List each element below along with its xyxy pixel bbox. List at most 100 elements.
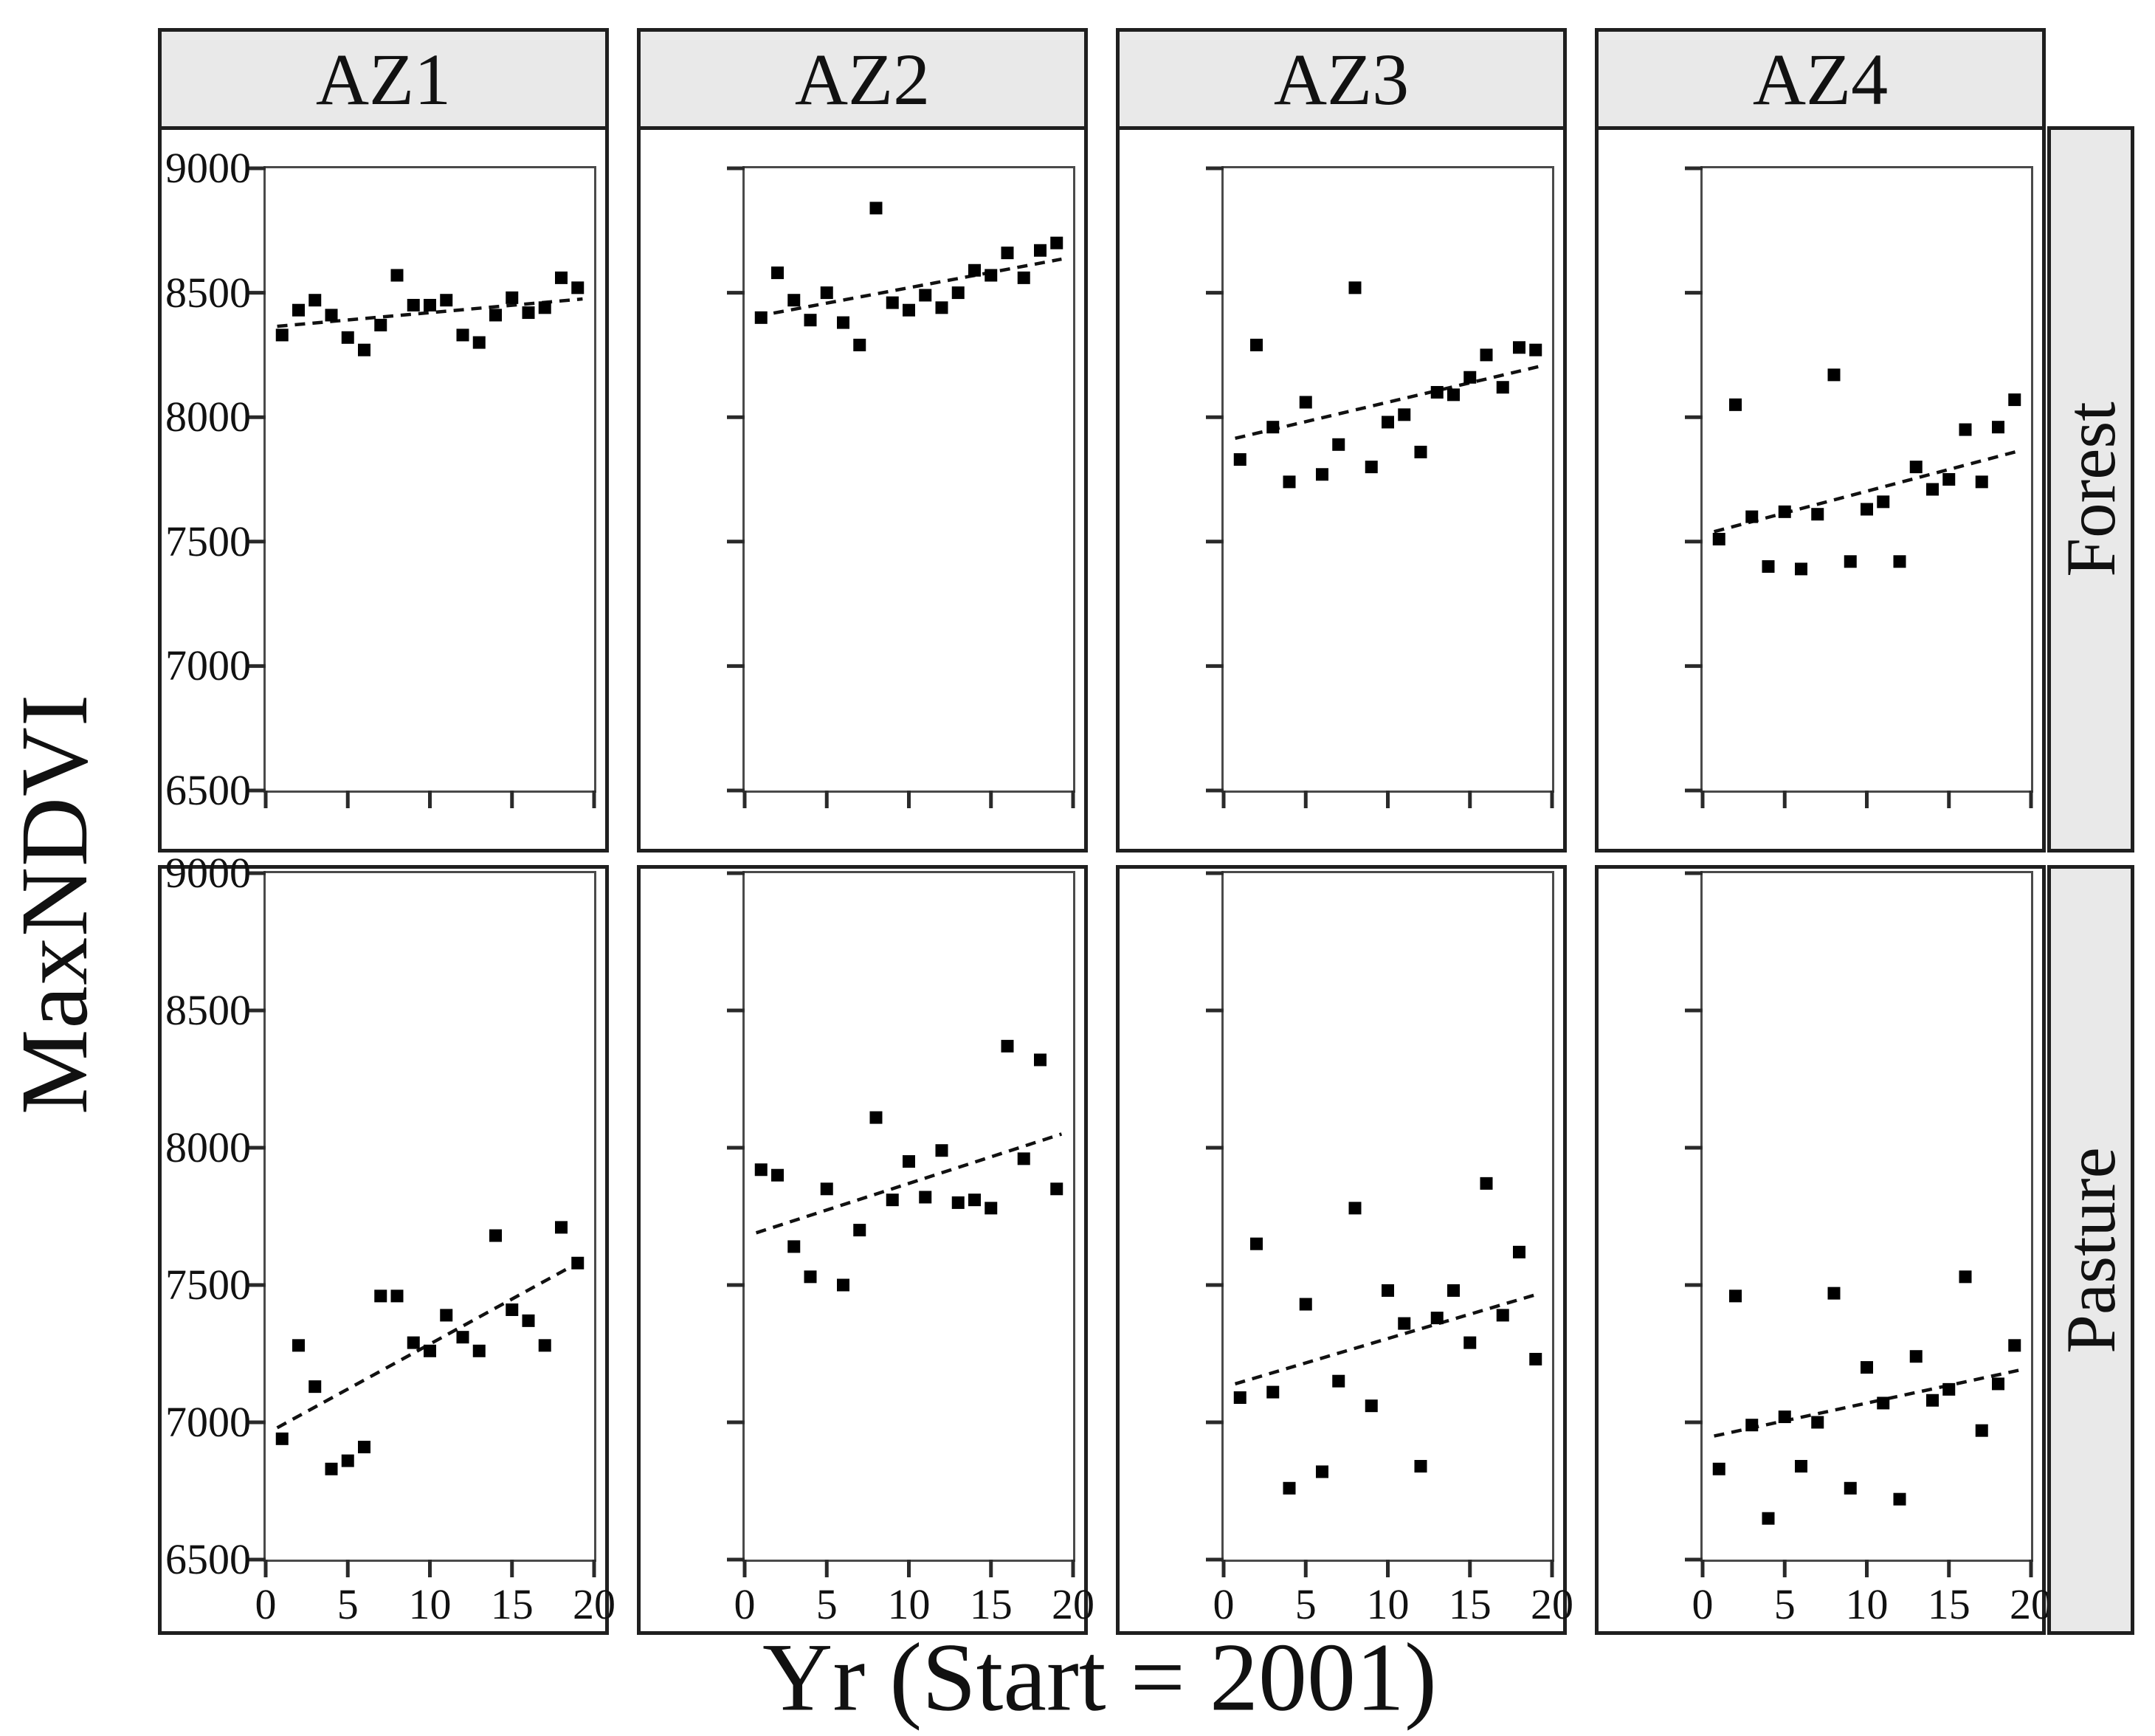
- data-point: [1992, 421, 2004, 434]
- y-tick-label: 6500: [165, 1535, 251, 1583]
- data-point: [771, 266, 784, 280]
- data-point: [275, 328, 289, 342]
- data-point: [341, 1454, 354, 1467]
- data-point: [804, 1270, 817, 1284]
- data-point: [935, 301, 948, 314]
- data-point: [1762, 560, 1775, 574]
- data-point: [1861, 1361, 1873, 1374]
- data-point: [538, 301, 551, 314]
- data-point: [292, 303, 305, 317]
- column-strip-az1: AZ1: [162, 32, 605, 130]
- x-tick-label: 20: [573, 1580, 616, 1628]
- data-point: [1877, 495, 1890, 509]
- plot-frame-az4-pasture: 0 5 10 15 20: [1685, 871, 2052, 1626]
- plot-frame-az2-pasture: 0 5 10 15 20: [727, 871, 1094, 1626]
- data-point: [1745, 510, 1759, 523]
- scatter-plot-az3-forest: [1206, 166, 1554, 808]
- data-point: [820, 1182, 833, 1196]
- x-tick-label: 5: [337, 1580, 359, 1628]
- data-point: [1827, 1286, 1841, 1300]
- plot-frame-az3-forest: [1206, 166, 1554, 808]
- data-point: [1283, 475, 1296, 489]
- panel-az2-pasture: 0 5 10 15 20: [637, 865, 1094, 1635]
- data-point: [407, 298, 420, 311]
- data-point: [292, 1339, 305, 1352]
- x-tick-label: 15: [490, 1580, 534, 1628]
- scatter-plot-az2-pasture: [727, 871, 1075, 1577]
- y-tick-label: 8500: [165, 986, 251, 1034]
- data-point: [407, 1336, 420, 1349]
- data-point: [1034, 244, 1047, 257]
- data-point: [837, 1278, 849, 1292]
- data-point: [1844, 555, 1857, 568]
- data-point: [968, 264, 981, 277]
- data-point: [440, 294, 453, 307]
- data-point: [1480, 348, 1493, 362]
- y-tick-label: 6500: [165, 766, 251, 814]
- data-point: [919, 1191, 932, 1204]
- trend-line: [1713, 449, 2021, 534]
- data-point: [424, 298, 436, 311]
- data-point: [358, 1440, 370, 1453]
- x-tick-label: 5: [816, 1580, 838, 1628]
- x-tick-label: 0: [1692, 1580, 1714, 1628]
- data-point: [1001, 247, 1014, 260]
- data-point: [1017, 1152, 1030, 1165]
- plot-frame-az1-forest: 9000 8500 8000 7500 7000 6500: [165, 147, 596, 812]
- data-point: [1332, 1374, 1345, 1388]
- trend-line: [1234, 1292, 1542, 1386]
- panel-az2-forest: AZ2: [637, 28, 1088, 852]
- data-point: [1942, 1382, 1956, 1396]
- data-point: [1463, 1336, 1477, 1349]
- x-tick-label: 10: [408, 1580, 452, 1628]
- data-point: [374, 318, 387, 331]
- row-strip-forest: Forest: [2047, 126, 2134, 852]
- data-point: [951, 1196, 965, 1209]
- x-tick-label: 5: [1294, 1580, 1317, 1628]
- data-point: [489, 309, 502, 322]
- data-point: [1430, 1312, 1444, 1325]
- data-point: [1827, 368, 1841, 382]
- data-point: [1909, 1350, 1923, 1363]
- data-point: [390, 269, 404, 282]
- data-point: [1398, 408, 1411, 421]
- data-point: [325, 309, 338, 322]
- panel-az1-forest: AZ1 9000 8500 8000 7500 7000 6500: [158, 28, 609, 852]
- data-point: [804, 314, 817, 327]
- data-point: [754, 1163, 768, 1177]
- data-point: [1959, 423, 1972, 436]
- y-tick-label: 7500: [165, 1261, 251, 1309]
- data-point: [985, 269, 998, 282]
- data-point: [1712, 1462, 1725, 1475]
- data-point: [1348, 281, 1362, 294]
- y-tick-label: 7000: [165, 1398, 251, 1446]
- data-point: [1795, 562, 1807, 576]
- data-point: [869, 1111, 883, 1124]
- data-point: [308, 1380, 322, 1394]
- data-point: [1795, 1460, 1807, 1473]
- data-point: [1745, 1419, 1759, 1432]
- data-point: [374, 1289, 387, 1303]
- data-point: [1299, 1298, 1312, 1311]
- x-tick-label: 20: [1052, 1580, 1094, 1628]
- data-point: [1942, 473, 1956, 486]
- data-point: [787, 294, 801, 307]
- scatter-plot-az4-pasture: [1685, 871, 2033, 1577]
- x-tick-label: 15: [1927, 1580, 1970, 1628]
- column-strip-label: AZ3: [1273, 38, 1410, 120]
- y-tick-label: 8000: [165, 393, 251, 441]
- data-point: [456, 1331, 469, 1344]
- data-point: [341, 331, 354, 344]
- x-tick-label: 15: [969, 1580, 1013, 1628]
- data-point: [571, 281, 585, 294]
- plot-frame-az3-pasture: 0 5 10 15 20: [1206, 871, 1573, 1626]
- data-point: [1050, 1182, 1063, 1196]
- data-point: [1316, 468, 1328, 481]
- column-strip-az3: AZ3: [1120, 32, 1563, 130]
- data-point: [1513, 341, 1525, 354]
- trend-line: [276, 1258, 584, 1430]
- data-point: [919, 289, 932, 302]
- data-point: [1529, 1352, 1542, 1365]
- plot-frame-az1-pasture: 9000 8500 8000 7500 7000 6500 0 5 10 15 20: [165, 852, 616, 1626]
- data-point: [853, 1224, 866, 1237]
